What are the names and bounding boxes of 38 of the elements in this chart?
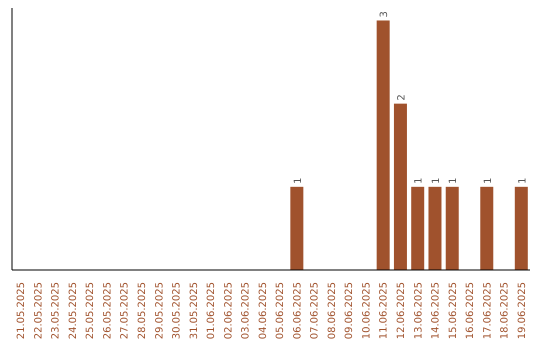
x-tick-label: 11.06.2025 <box>378 282 390 340</box>
x-tick-label: 15.06.2025 <box>448 282 459 340</box>
x-tick-label: 12.06.2025 <box>396 282 407 340</box>
x-tick-label: 16.06.2025 <box>465 282 476 340</box>
data-label: 1 <box>482 177 494 184</box>
x-tick-label: 05.06.2025 <box>275 282 286 340</box>
x-tick-label: 26.05.2025 <box>102 282 114 340</box>
x-tick-label: 02.06.2025 <box>223 282 234 340</box>
data-label: 3 <box>379 11 390 18</box>
x-tick-label: 06.06.2025 <box>292 282 304 340</box>
data-label: 2 <box>396 94 408 101</box>
data-label: 1 <box>414 177 425 184</box>
data-label: 1 <box>448 177 460 184</box>
x-tick-label: 28.05.2025 <box>137 282 148 340</box>
x-tick-label: 22.05.2025 <box>33 282 44 340</box>
x-tick-label: 31.05.2025 <box>188 282 200 340</box>
x-tick-label: 21.05.2025 <box>16 282 28 340</box>
x-tick-label: 23.05.2025 <box>50 282 62 340</box>
x-tick-label: 25.05.2025 <box>85 282 96 340</box>
x-tick-label: 13.06.2025 <box>413 282 424 340</box>
data-label: 1 <box>517 177 528 184</box>
data-label: 1 <box>292 177 304 184</box>
x-tick-label: 09.06.2025 <box>344 282 356 340</box>
x-tick-label: 03.06.2025 <box>240 282 252 340</box>
x-tick-label: 30.05.2025 <box>172 282 183 340</box>
x-tick-label: 18.06.2025 <box>500 282 511 340</box>
data-label: 1 <box>430 177 442 184</box>
x-tick-label: 01.06.2025 <box>206 282 218 340</box>
x-tick-label: 07.06.2025 <box>310 282 321 340</box>
x-tick-label: 08.06.2025 <box>326 282 338 340</box>
x-tick-label: 27.05.2025 <box>120 282 131 340</box>
x-tick-label: 04.06.2025 <box>258 282 269 340</box>
x-tick-label: 14.06.2025 <box>430 282 442 340</box>
x-tick-label: 17.06.2025 <box>482 282 494 340</box>
x-tick-label: 10.06.2025 <box>361 282 372 340</box>
x-tick-label: 29.05.2025 <box>154 282 166 340</box>
x-tick-label: 19.06.2025 <box>516 282 528 340</box>
x-tick-label: 24.05.2025 <box>68 282 79 340</box>
